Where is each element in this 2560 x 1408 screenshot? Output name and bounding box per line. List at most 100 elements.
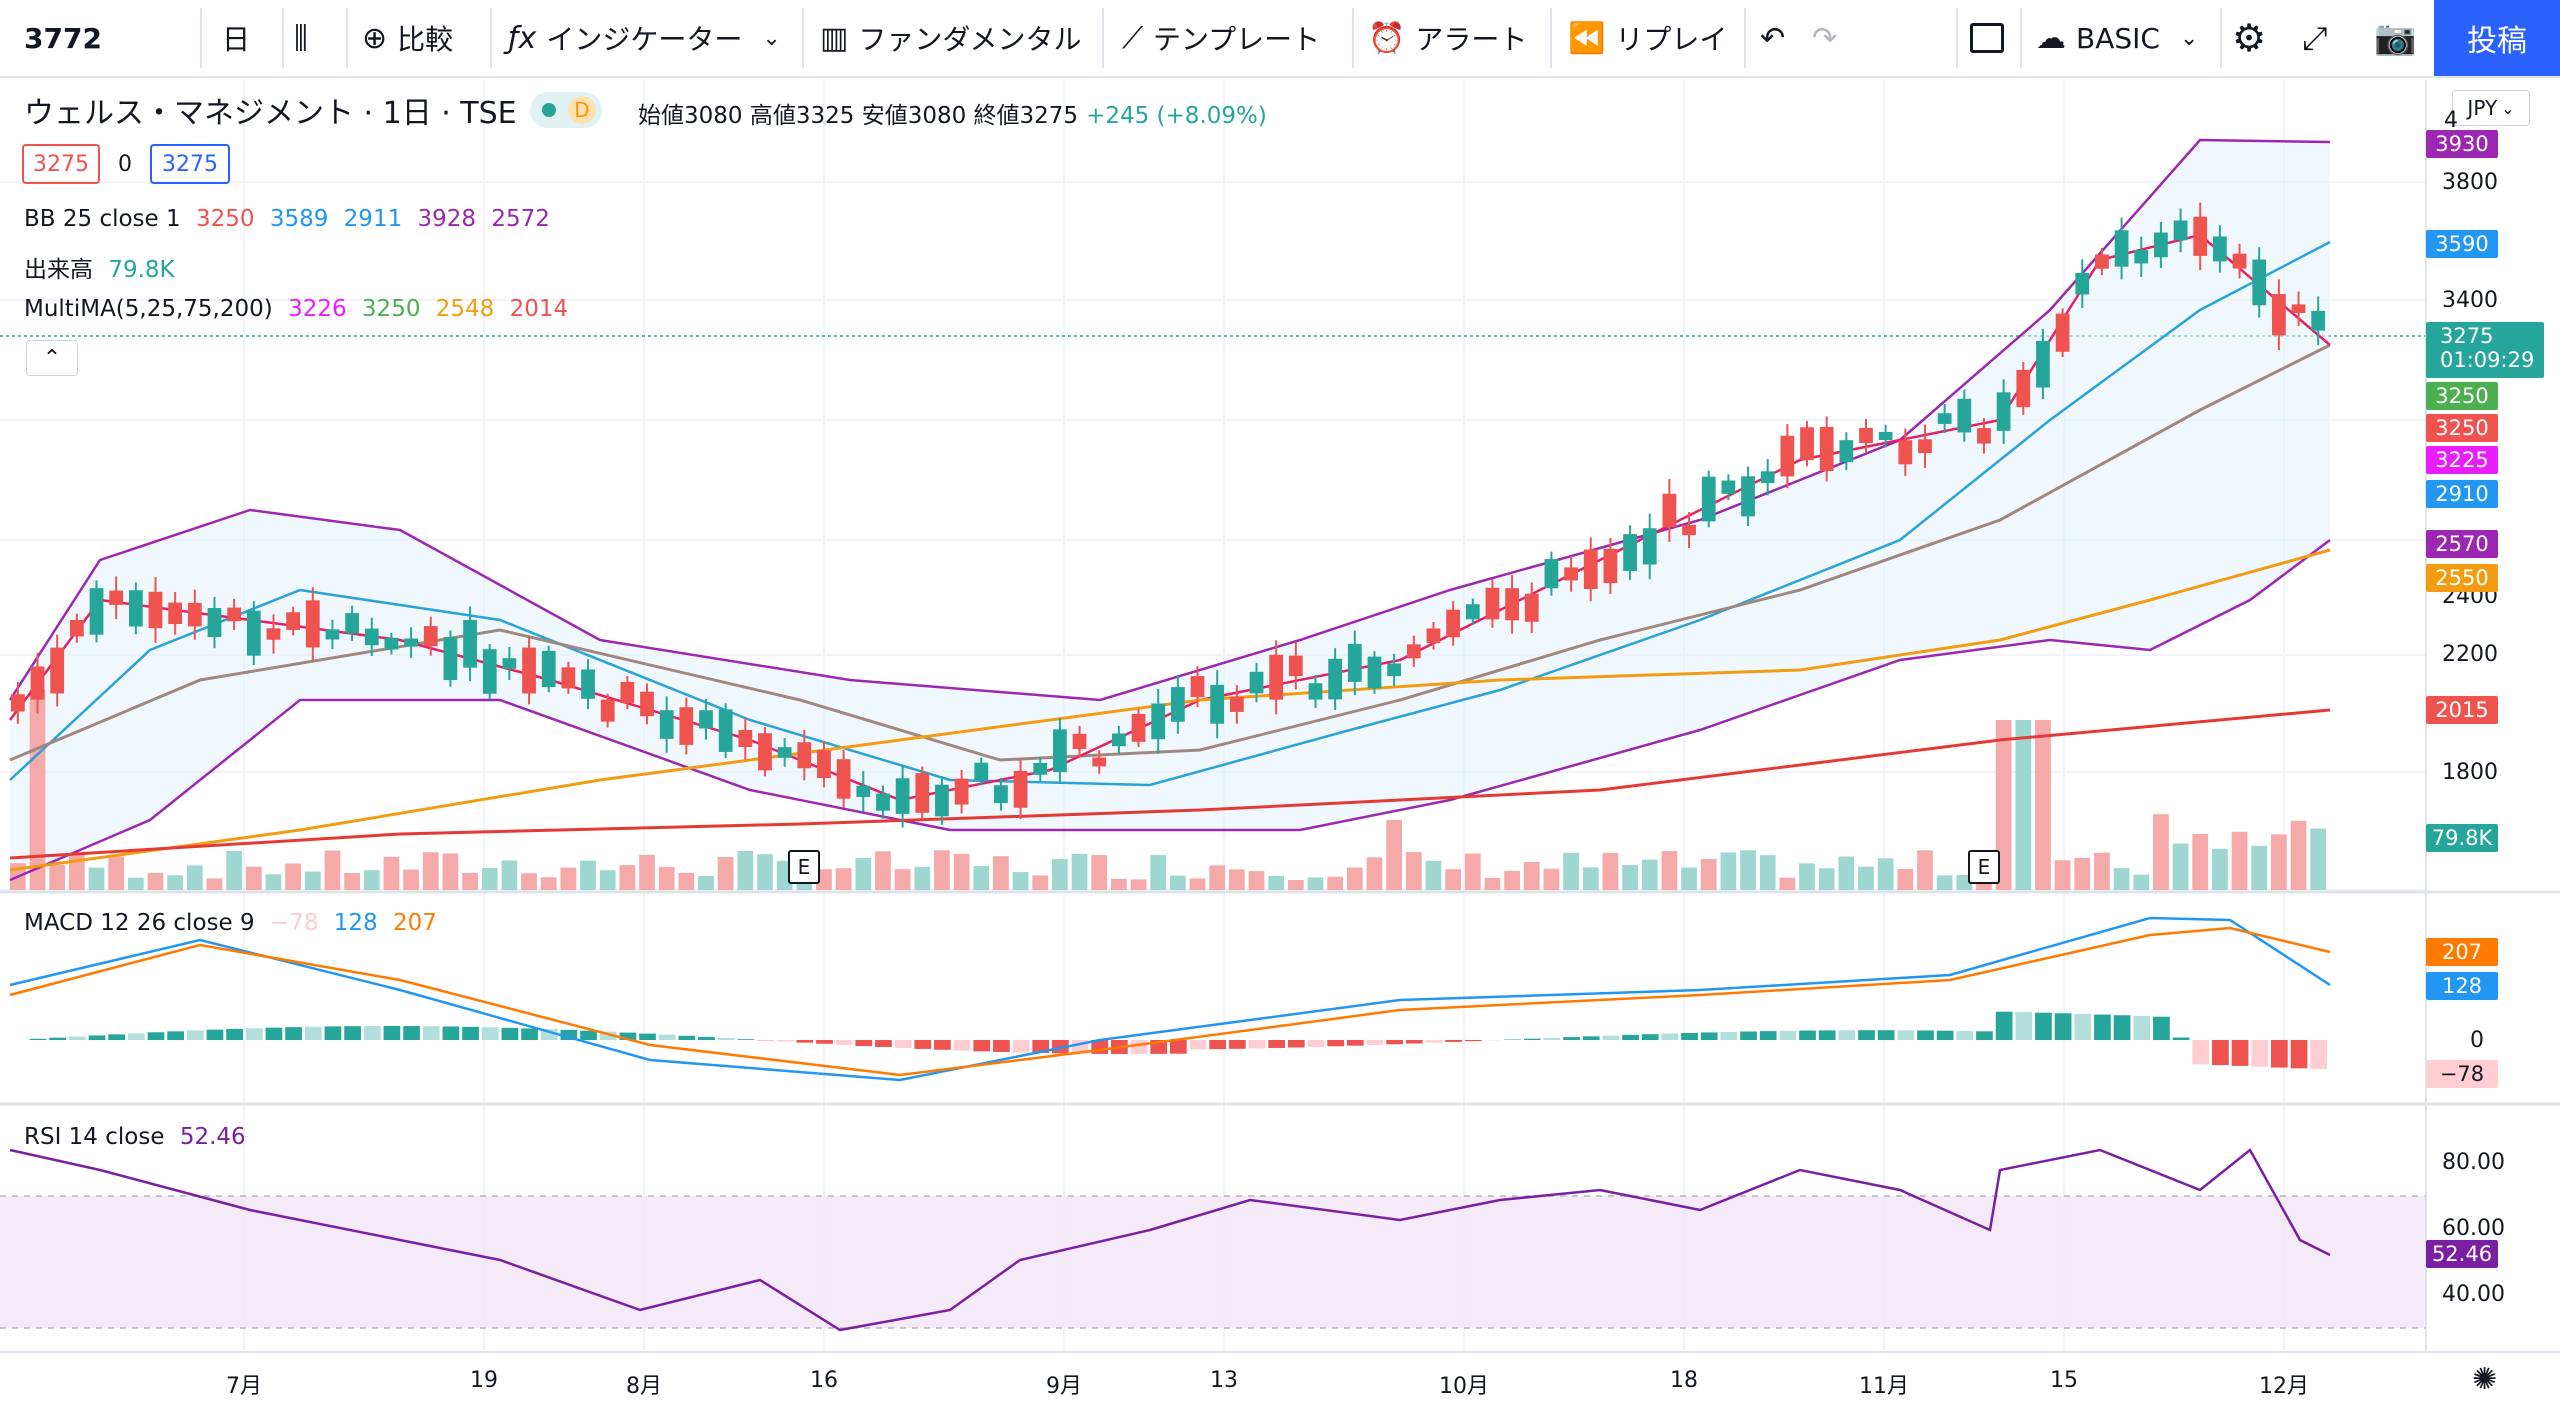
- screenshot-button[interactable]: 📷: [2374, 0, 2426, 76]
- candle-body: [2272, 294, 2286, 336]
- volume-bar: [1838, 856, 1855, 890]
- ma5-price-label: 3225: [2426, 446, 2498, 474]
- candle-body: [1859, 427, 1873, 444]
- volume-bar: [2231, 831, 2248, 890]
- candle-body: [1918, 439, 1932, 454]
- candle-body: [69, 620, 84, 637]
- candle-body: [305, 600, 320, 648]
- macd-legend[interactable]: MACD 12 26 close 9 −78 128 207: [24, 910, 445, 936]
- fullscreen-button[interactable]: ⤢: [2302, 0, 2338, 76]
- price-tick: 1800: [2442, 760, 2498, 785]
- fundamentals-button[interactable]: ▥ ファンダメンタル: [820, 0, 1082, 76]
- volume-bar: [1130, 879, 1147, 890]
- signal-price-label: 207: [2426, 938, 2498, 966]
- volume-bar: [993, 856, 1009, 890]
- volume-bar: [285, 863, 301, 890]
- volume-bar: [2094, 852, 2110, 890]
- macd-histogram-bar: [2231, 1040, 2249, 1066]
- candle-body: [1524, 593, 1539, 622]
- compare-button[interactable]: ⊕ 比較: [362, 0, 453, 76]
- candle-body: [463, 619, 477, 668]
- fullscreen-layout-button[interactable]: [1970, 0, 2004, 76]
- macd-histogram-bar: [1700, 1032, 1718, 1040]
- macd-histogram-bar: [973, 1040, 991, 1052]
- volume-bar: [265, 874, 282, 890]
- earnings-letter: E: [797, 855, 811, 879]
- macd-histogram-bar: [1877, 1030, 1895, 1040]
- collapse-legend-button[interactable]: ⌃: [26, 340, 78, 376]
- undo-button[interactable]: ↶: [1760, 0, 1795, 76]
- candle-body: [974, 762, 989, 781]
- macd-histogram-bar: [2153, 1016, 2170, 1040]
- macd-histogram-bar: [619, 1032, 637, 1040]
- publish-button[interactable]: 投稿: [2434, 0, 2560, 76]
- macd-value: −78: [269, 910, 319, 936]
- candle-body: [2095, 254, 2109, 269]
- rsi-tick: 40.00: [2442, 1282, 2505, 1307]
- candle-body: [1288, 655, 1303, 677]
- candle-body: [404, 638, 418, 647]
- time-tick: 15: [2050, 1368, 2078, 1393]
- candle-body: [1996, 392, 2011, 431]
- candle-body: [89, 588, 104, 635]
- candle-body: [876, 793, 890, 811]
- volume-bar: [658, 866, 675, 890]
- redo-button[interactable]: ↷: [1812, 0, 1847, 76]
- templates-button[interactable]: ⟋ テンプレート: [1122, 0, 1320, 76]
- candle-body: [1741, 476, 1755, 517]
- pane-dividers: [0, 80, 2560, 1353]
- currency-button[interactable]: JPY ⌄: [2452, 90, 2530, 126]
- status-dot: [542, 103, 556, 117]
- macd-histogram-bar: [2290, 1040, 2308, 1069]
- bb-legend[interactable]: BB 25 close 1 3250 3589 2911 3928 2572: [24, 206, 558, 232]
- candle-body: [364, 628, 379, 646]
- volume-bar: [1327, 876, 1344, 890]
- chart-type-button[interactable]: ⫼: [294, 0, 318, 76]
- indicators-button[interactable]: ƒx インジケーター ⌄: [508, 0, 781, 76]
- settings-icon[interactable]: ✺: [2472, 1362, 2498, 1397]
- market-status-badge[interactable]: D: [530, 92, 602, 128]
- volume-bar: [1307, 877, 1324, 890]
- macd-histogram-bar: [422, 1026, 440, 1040]
- macd-histogram-bar: [639, 1033, 656, 1040]
- sell-button[interactable]: 3275: [22, 144, 100, 184]
- candle-body: [1839, 440, 1854, 463]
- rsi-label: RSI 14 close: [24, 1124, 165, 1150]
- macd-histogram-bar: [1681, 1032, 1698, 1040]
- earnings-marker[interactable]: E: [788, 850, 820, 884]
- settings-button[interactable]: ⚙: [2232, 0, 2276, 76]
- alert-button[interactable]: ⏰ アラート: [1368, 0, 1527, 76]
- candle-body: [128, 590, 143, 627]
- ma-legend[interactable]: MultiMA(5,25,75,200) 3226 3250 2548 2014: [24, 296, 576, 322]
- macd-histogram-bar: [383, 1026, 401, 1040]
- candle-body: [325, 629, 340, 640]
- macd-histogram-bar: [1425, 1040, 1443, 1043]
- candle-body: [266, 628, 281, 640]
- macd-histogram-bar: [29, 1038, 47, 1040]
- interval-button[interactable]: 日: [222, 0, 250, 76]
- volume-bar: [1661, 850, 1678, 890]
- candle-body: [1603, 548, 1618, 584]
- volume-legend[interactable]: 出来高 79.8K: [24, 250, 183, 284]
- square-icon: [1970, 23, 2004, 53]
- candle-body: [1190, 676, 1205, 698]
- replay-button[interactable]: ⏪ リプレイ: [1568, 0, 1727, 76]
- macd-histogram-bar: [2094, 1014, 2111, 1040]
- candle-body: [1544, 559, 1559, 589]
- volume-bar: [1405, 852, 1422, 890]
- volume-bar: [1700, 858, 1717, 890]
- macd-histogram-bar: [1287, 1040, 1305, 1048]
- rsi-legend[interactable]: RSI 14 close 52.46: [24, 1124, 254, 1150]
- volume-bar: [2054, 860, 2071, 890]
- candle-body: [797, 742, 812, 769]
- earnings-marker[interactable]: E: [1968, 850, 2000, 884]
- candle-body: [2055, 313, 2070, 352]
- candle-body: [1092, 757, 1107, 767]
- volume-bar: [1582, 867, 1599, 890]
- symbol-search[interactable]: 3772: [24, 0, 102, 76]
- layout-button[interactable]: ☁ BASIC ⌄: [2036, 0, 2198, 76]
- buy-button[interactable]: 3275: [150, 144, 230, 184]
- bb-value: 3928: [417, 206, 477, 232]
- volume-bar: [1189, 878, 1206, 890]
